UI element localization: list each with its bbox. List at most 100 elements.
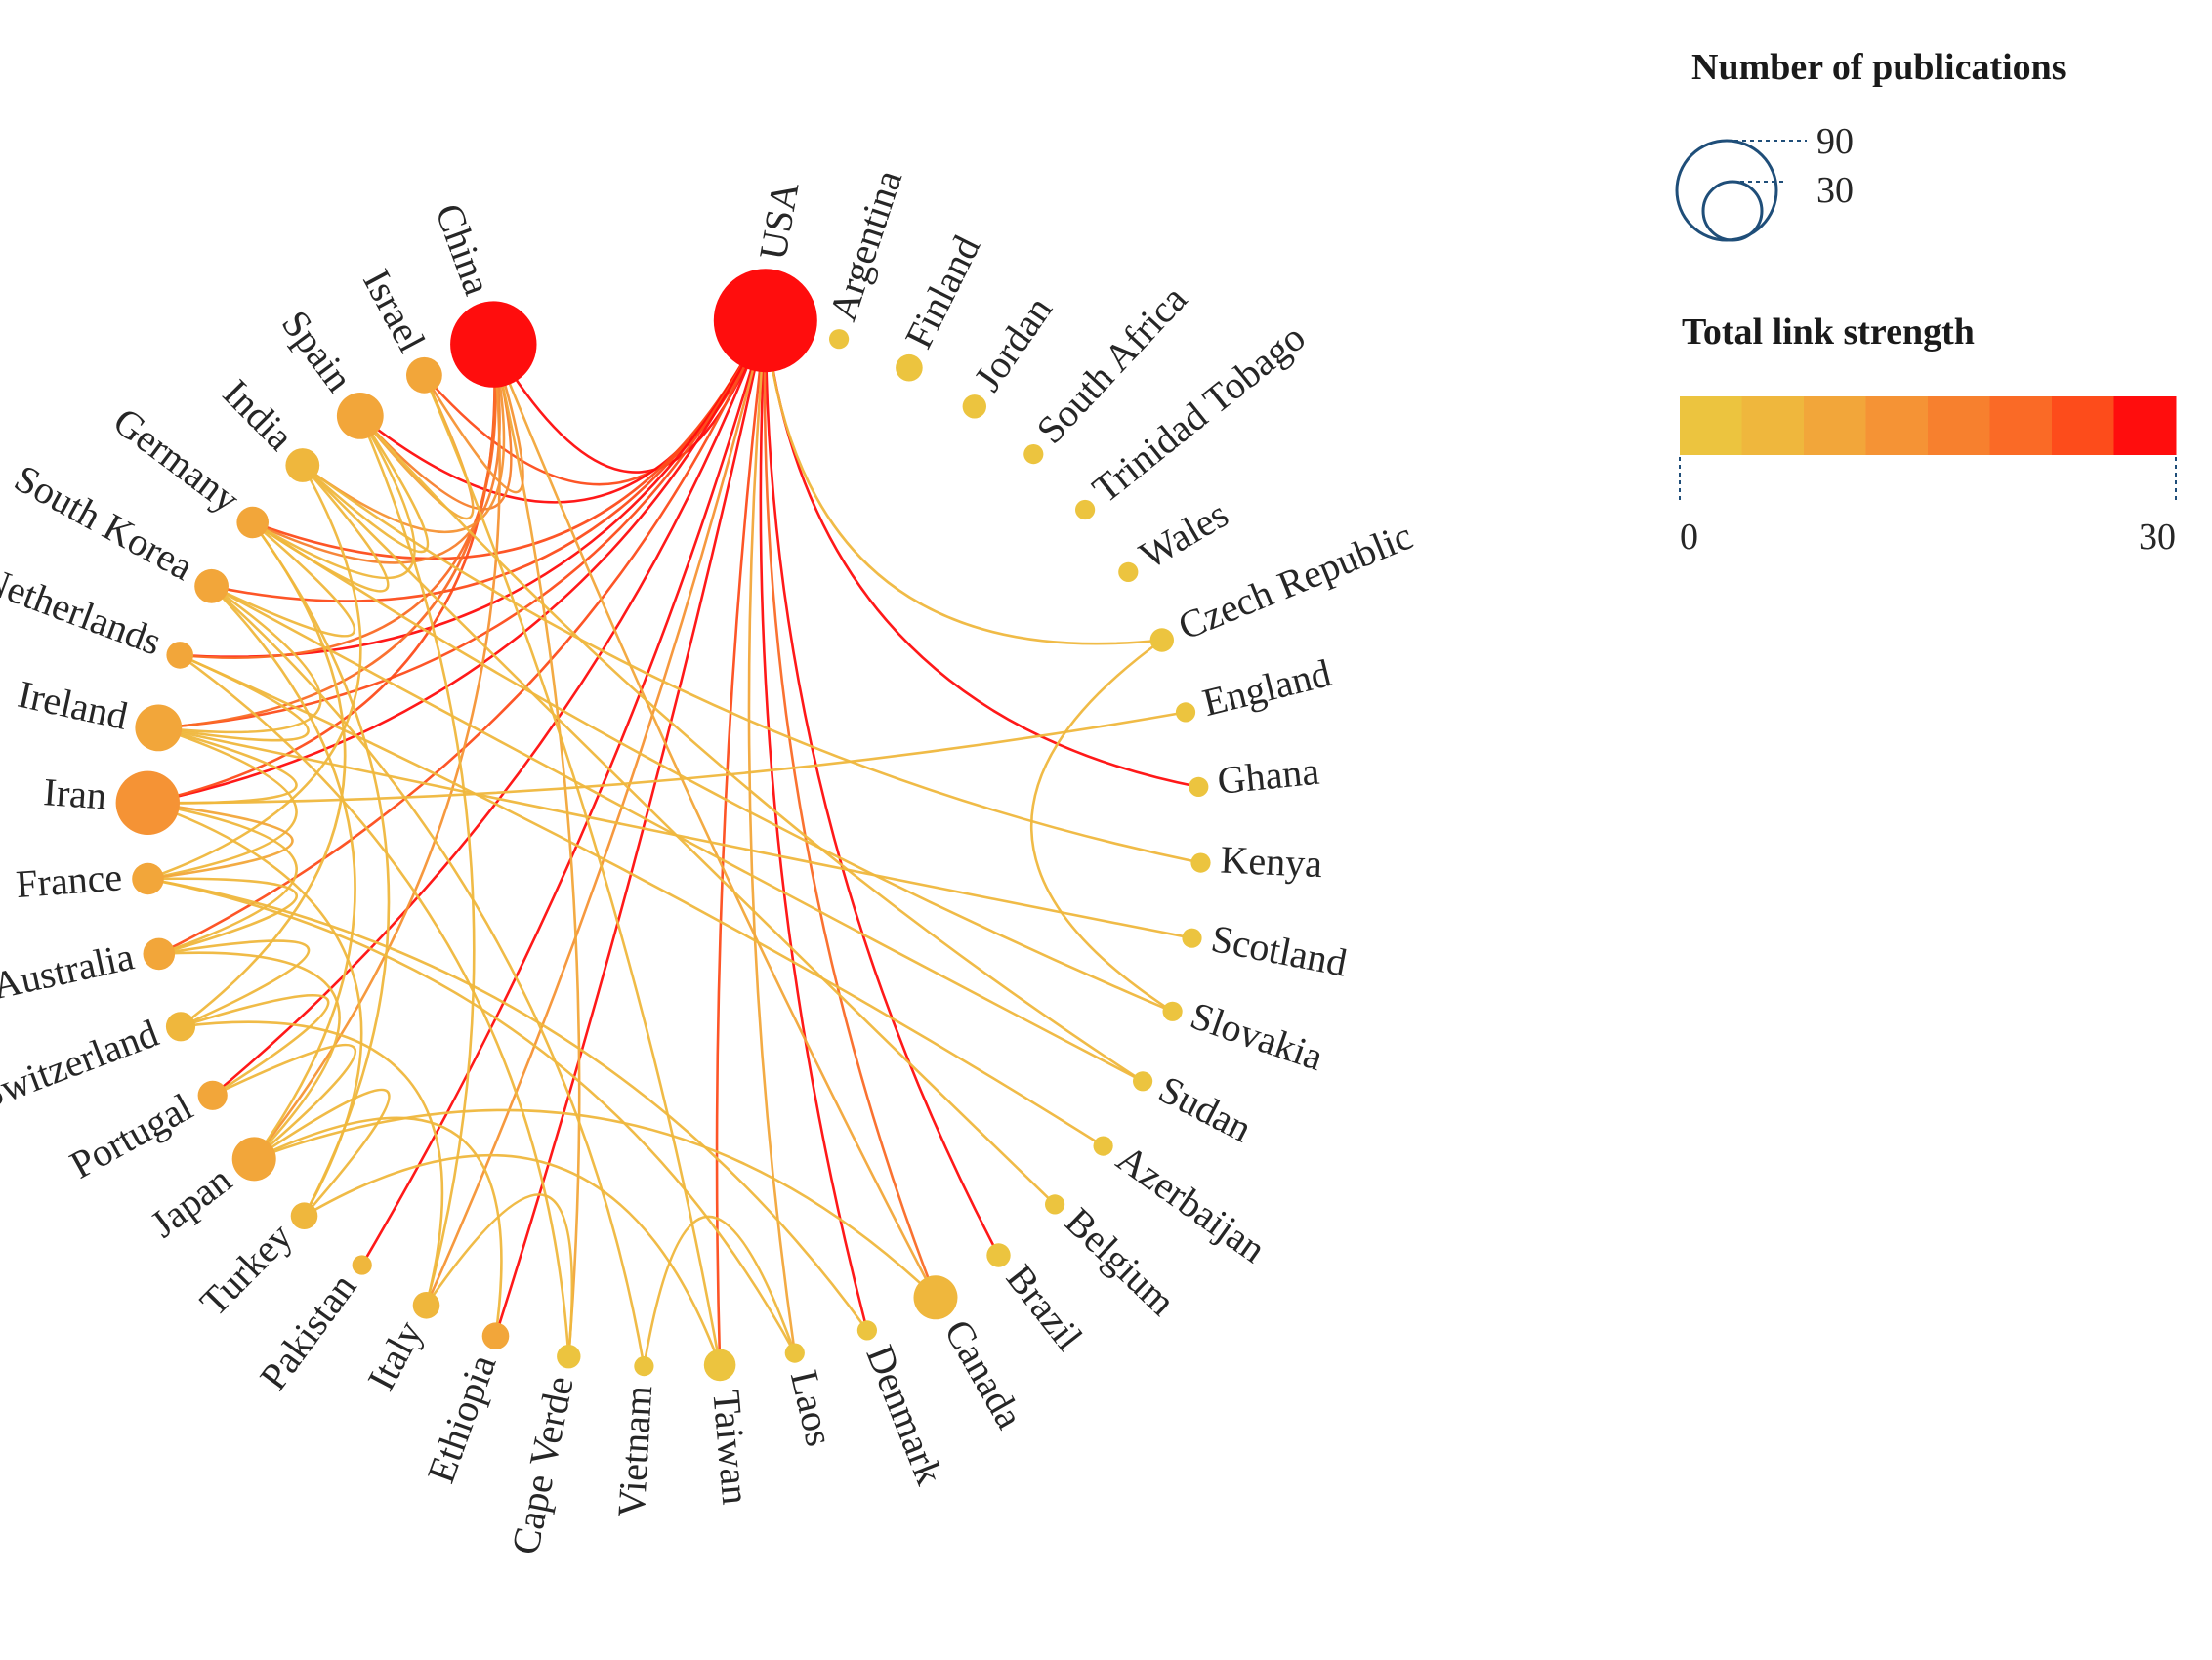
label-netherlands: Netherlands (0, 557, 167, 664)
links-layer (146, 319, 1201, 1367)
color-legend-min-label: 0 (1680, 517, 1698, 558)
link-japan-ethiopia (253, 1116, 503, 1337)
node-iran[interactable] (115, 770, 180, 835)
link-australia-japan (158, 951, 341, 1160)
link-usa-laos (747, 320, 797, 1353)
link-usa-ethiopia (494, 319, 768, 1337)
link-usa-brazil (764, 320, 1000, 1257)
label-finland: Finland (897, 228, 989, 354)
color-legend-swatch-1 (1741, 396, 1805, 455)
size-legend-value-small: 30 (1816, 170, 1854, 211)
node-italy[interactable] (412, 1292, 440, 1319)
node-cape-verde[interactable] (557, 1345, 581, 1369)
node-spain[interactable] (336, 393, 384, 439)
node-taiwan[interactable] (703, 1349, 736, 1382)
node-netherlands[interactable] (166, 642, 193, 669)
node-france[interactable] (132, 862, 164, 895)
node-canada[interactable] (913, 1275, 958, 1320)
link-netherlands-cape-verde (179, 653, 570, 1357)
link-france-laos (147, 877, 796, 1354)
node-argentina[interactable] (829, 329, 850, 350)
node-slovakia[interactable] (1162, 1001, 1183, 1021)
link-china-israel (423, 344, 524, 494)
label-turkey: Turkey (191, 1214, 301, 1324)
label-ghana: Ghana (1215, 749, 1321, 803)
label-australia: Australia (0, 934, 138, 1008)
color-legend-swatch-6 (2052, 396, 2114, 455)
label-vietnam: Vietnam (609, 1385, 661, 1519)
node-wales[interactable] (1118, 561, 1139, 583)
link-china-spain (358, 344, 513, 511)
node-laos[interactable] (784, 1343, 805, 1363)
label-jordan: Jordan (965, 288, 1061, 398)
node-finland[interactable] (896, 353, 923, 382)
link-switzerland-portugal (180, 994, 330, 1097)
link-usa-czech-republic (764, 320, 1162, 645)
link-germany-slovakia (251, 520, 1174, 1013)
label-belgium: Belgium (1057, 1199, 1185, 1324)
label-usa: USA (750, 179, 807, 264)
node-australia[interactable] (143, 937, 176, 971)
link-israel-taiwan (423, 374, 722, 1366)
label-sudan: Sudan (1152, 1067, 1260, 1151)
label-japan: Japan (143, 1157, 240, 1246)
node-ghana[interactable] (1189, 776, 1209, 798)
node-pakistan[interactable] (352, 1255, 372, 1275)
label-denmark: Denmark (857, 1339, 951, 1490)
link-japan-turkey (253, 1088, 391, 1218)
link-usa-australia (158, 319, 767, 956)
color-legend-max-label: 30 (2139, 517, 2176, 558)
link-turkey-taiwan (303, 1153, 722, 1366)
node-israel[interactable] (406, 356, 442, 394)
node-kenya[interactable] (1190, 852, 1211, 873)
node-japan[interactable] (231, 1137, 276, 1182)
label-pakistan: Pakistan (251, 1266, 365, 1398)
label-cape-verde: Cape Verde (503, 1373, 582, 1558)
color-legend-swatch-5 (1989, 396, 2053, 455)
node-ireland[interactable] (135, 704, 183, 752)
node-switzerland[interactable] (165, 1012, 196, 1042)
node-south-africa[interactable] (1023, 444, 1044, 465)
node-turkey[interactable] (290, 1202, 318, 1229)
node-scotland[interactable] (1182, 928, 1202, 948)
link-australia-switzerland (158, 939, 311, 1028)
node-england[interactable] (1175, 702, 1196, 723)
node-vietnam[interactable] (634, 1356, 654, 1377)
node-azerbaijan[interactable] (1093, 1136, 1113, 1156)
label-ireland: Ireland (15, 672, 132, 738)
size-legend-circle-small (1701, 180, 1764, 242)
link-usa-ghana (764, 320, 1199, 789)
node-brazil[interactable] (986, 1243, 1011, 1267)
node-usa[interactable] (713, 269, 817, 373)
link-iran-australia (147, 802, 298, 956)
node-jordan[interactable] (962, 394, 986, 419)
link-usa-ireland (158, 319, 767, 729)
link-south-korea-ireland (158, 585, 322, 734)
node-belgium[interactable] (1045, 1194, 1065, 1215)
link-china-canada (492, 344, 938, 1299)
label-portugal: Portugal (63, 1085, 199, 1187)
legend: Number of publications 90 30 Total link … (1675, 47, 2177, 558)
node-china[interactable] (450, 301, 537, 388)
node-czech-republic[interactable] (1149, 628, 1175, 652)
label-slovakia: Slovakia (1186, 993, 1329, 1079)
link-iran-england (147, 711, 1187, 805)
link-china-india (302, 344, 506, 534)
node-denmark[interactable] (856, 1320, 878, 1341)
node-sudan[interactable] (1133, 1071, 1153, 1092)
label-laos: Laos (782, 1366, 843, 1450)
label-ethiopia: Ethiopia (418, 1349, 504, 1488)
label-iran: Iran (42, 769, 107, 817)
label-argentina: Argentina (820, 164, 911, 326)
node-germany[interactable] (236, 506, 269, 539)
node-portugal[interactable] (197, 1080, 228, 1110)
link-usa-denmark (759, 320, 869, 1331)
color-legend-swatch-2 (1804, 396, 1866, 455)
label-england: England (1198, 650, 1335, 725)
label-scotland: Scotland (1208, 916, 1351, 984)
node-india[interactable] (285, 448, 320, 482)
node-ethiopia[interactable] (481, 1322, 510, 1349)
node-trinidad-tobago[interactable] (1075, 499, 1096, 520)
node-south-korea[interactable] (194, 568, 230, 603)
